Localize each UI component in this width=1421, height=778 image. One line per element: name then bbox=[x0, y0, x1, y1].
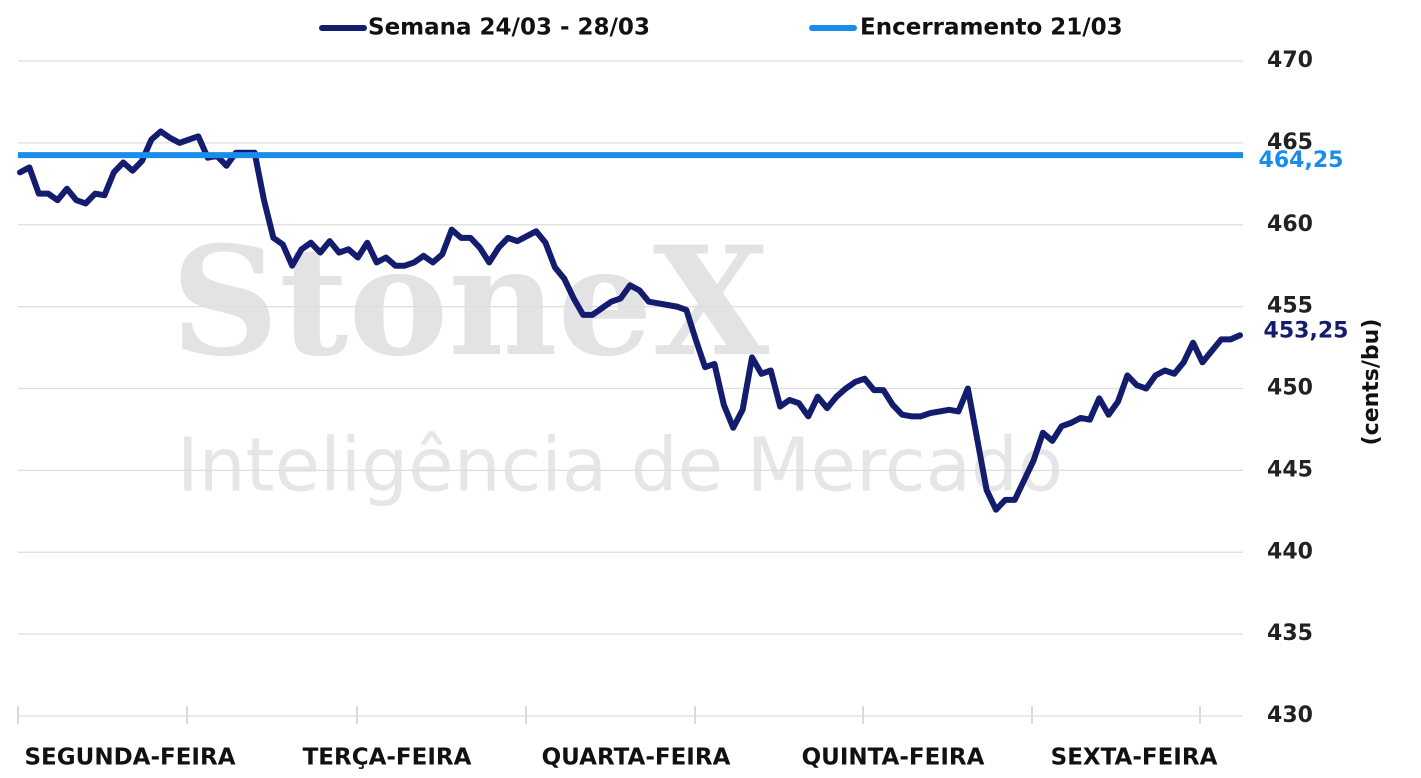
x-tick-label: TERÇA-FEIRA bbox=[303, 745, 472, 771]
x-tick-label: SEGUNDA-FEIRA bbox=[24, 745, 235, 771]
legend-label: Encerramento 21/03 bbox=[860, 15, 1123, 41]
watermark: Inteligência de Mercado bbox=[177, 423, 1063, 509]
y-tick-label: 430 bbox=[1267, 703, 1313, 728]
y-tick-label: 435 bbox=[1267, 621, 1313, 646]
legend-label: Semana 24/03 - 28/03 bbox=[368, 15, 650, 41]
x-tick-label: QUINTA-FEIRA bbox=[802, 745, 985, 771]
y-axis-label: (cents/bu) bbox=[1359, 319, 1384, 446]
y-tick-label: 465 bbox=[1267, 130, 1313, 155]
y-tick-label: 445 bbox=[1267, 457, 1313, 482]
y-tick-label: 450 bbox=[1267, 376, 1313, 401]
y-tick-label: 470 bbox=[1267, 48, 1313, 73]
end-label: 453,25 bbox=[1264, 318, 1349, 343]
y-tick-label: 460 bbox=[1267, 212, 1313, 237]
y-tick-label: 440 bbox=[1267, 539, 1313, 564]
watermark: StoneX bbox=[171, 214, 770, 390]
x-ticks bbox=[17, 706, 1201, 724]
x-tick-label: QUARTA-FEIRA bbox=[542, 745, 731, 771]
y-tick-label: 455 bbox=[1267, 294, 1313, 319]
reference-label: 464,25 bbox=[1259, 148, 1344, 173]
x-tick-label: SEXTA-FEIRA bbox=[1051, 745, 1218, 771]
line bbox=[17, 128, 1243, 513]
